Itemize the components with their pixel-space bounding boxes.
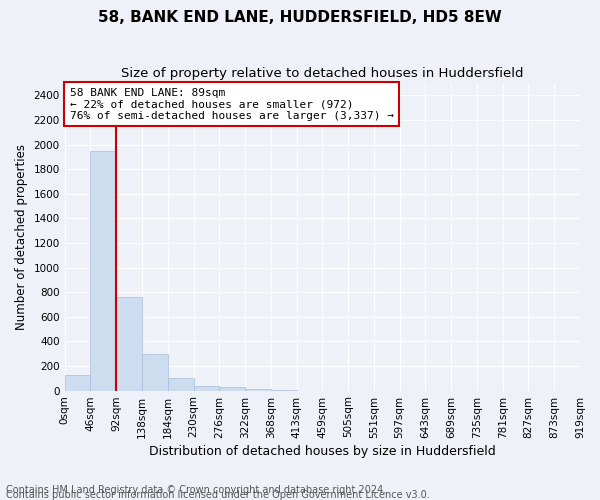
Bar [193, 386, 219, 390]
Bar [219, 388, 245, 390]
Text: Contains public sector information licensed under the Open Government Licence v3: Contains public sector information licen… [6, 490, 430, 500]
Text: 58 BANK END LANE: 89sqm
← 22% of detached houses are smaller (972)
76% of semi-d: 58 BANK END LANE: 89sqm ← 22% of detache… [70, 88, 394, 121]
Bar [245, 389, 271, 390]
Bar [168, 378, 193, 390]
Bar [142, 354, 168, 391]
Bar [65, 374, 91, 390]
Bar [91, 150, 116, 390]
Title: Size of property relative to detached houses in Huddersfield: Size of property relative to detached ho… [121, 68, 524, 80]
X-axis label: Distribution of detached houses by size in Huddersfield: Distribution of detached houses by size … [149, 444, 496, 458]
Bar [116, 297, 142, 390]
Text: Contains HM Land Registry data © Crown copyright and database right 2024.: Contains HM Land Registry data © Crown c… [6, 485, 386, 495]
Y-axis label: Number of detached properties: Number of detached properties [15, 144, 28, 330]
Text: 58, BANK END LANE, HUDDERSFIELD, HD5 8EW: 58, BANK END LANE, HUDDERSFIELD, HD5 8EW [98, 10, 502, 25]
